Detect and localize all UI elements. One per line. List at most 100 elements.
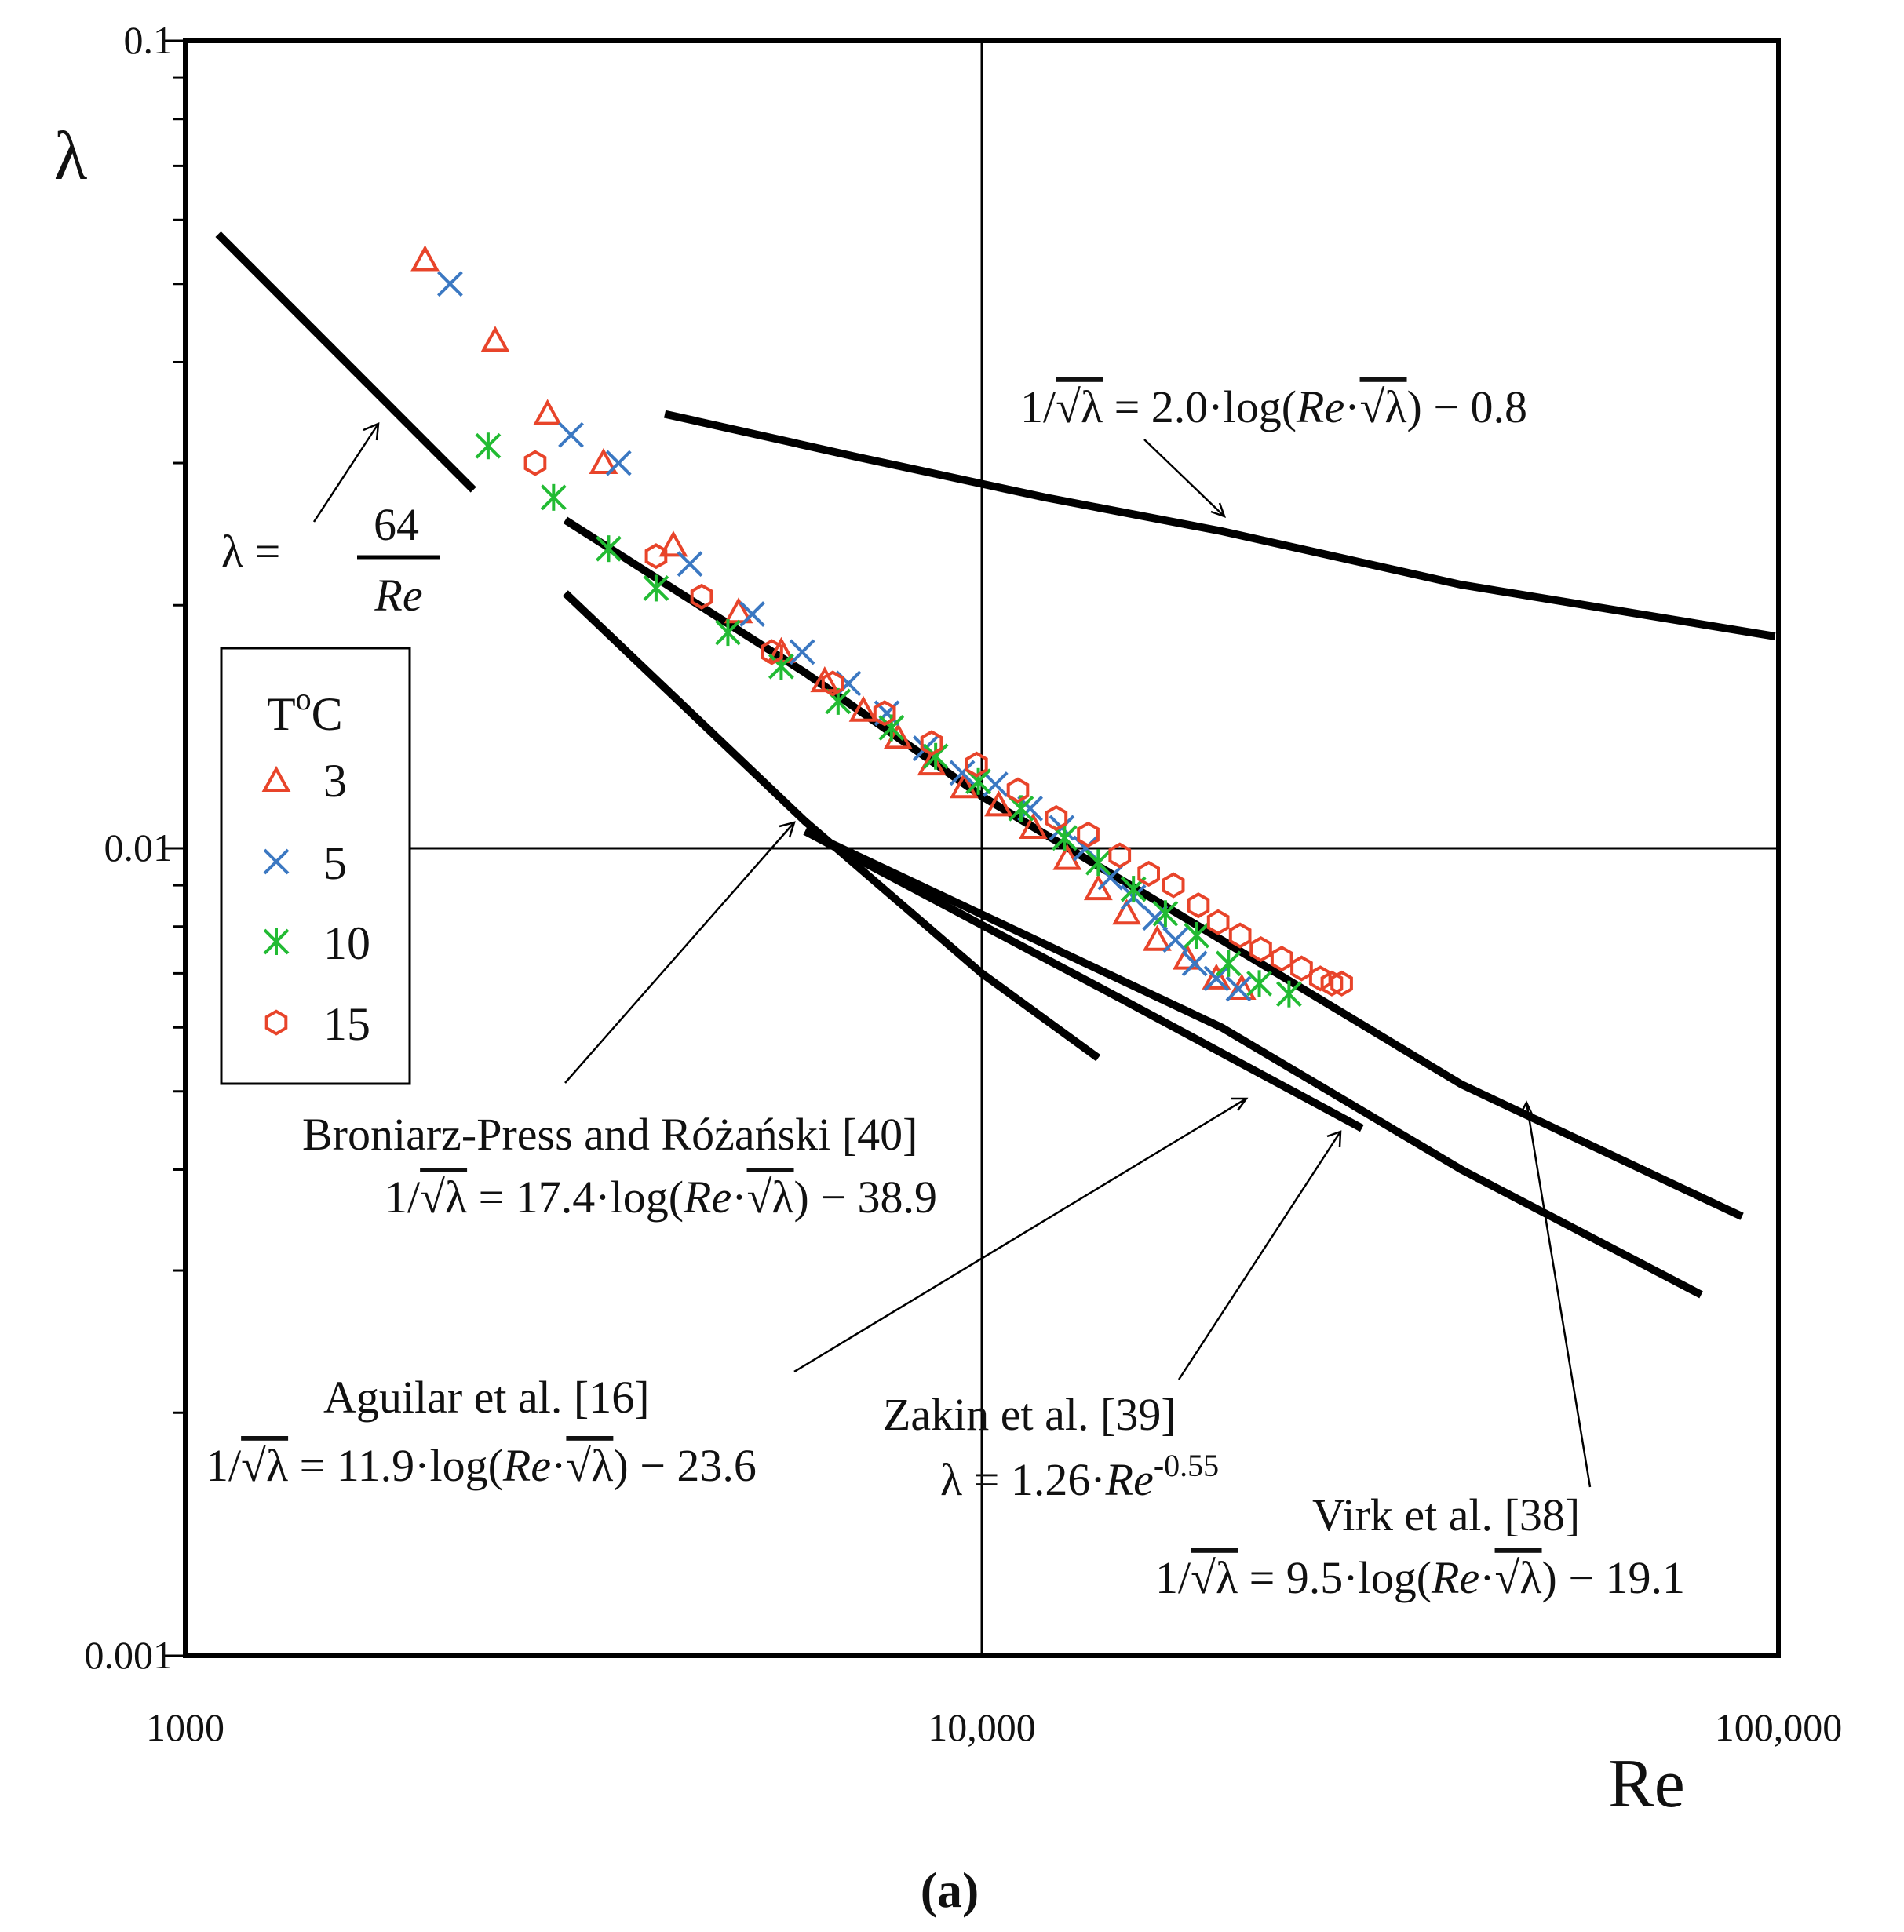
laminar-numerator: 64 [374,499,419,550]
minor-ticks [163,39,185,1657]
legend-label-10: 10 [323,917,370,969]
point-series-5 [1181,950,1208,977]
point-series-3 [410,245,440,272]
arrowhead-aguilar [1231,1097,1249,1111]
arrowhead-zakin [1326,1130,1342,1148]
point-series-15 [1162,872,1185,899]
annotation-arrows [312,422,1592,1488]
x-tick-label-100000: 100,000 [1715,1705,1843,1749]
point-series-3 [1083,873,1113,901]
point-series-5 [1049,815,1075,841]
legend-marker-3 [261,765,291,792]
point-series-3 [1052,844,1082,870]
point-series-15 [1330,970,1353,997]
legend-marker-5 [263,848,290,875]
point-series-3 [848,695,878,722]
correlation-lines [215,231,1776,1299]
point-series-15 [1308,965,1332,992]
point-series-3 [917,749,947,776]
point-series-15 [821,670,844,697]
point-series-5 [437,271,463,297]
point-series-15 [1006,777,1030,804]
point-series-5 [1162,927,1189,953]
point-series-15 [1228,922,1252,949]
point-series-15 [873,700,896,727]
point-series-10 [1215,950,1242,977]
point-series-10 [540,483,567,511]
point-series-15 [690,583,713,610]
x-tick-label-1000: 1000 [146,1705,224,1749]
legend-marker-15 [264,1009,288,1036]
point-series-15 [920,730,943,756]
point-series-3 [1202,963,1231,990]
point-series-10 [1085,849,1111,877]
line-laminar-64-over-Re [215,231,476,493]
arrowhead-laminar [363,422,380,441]
annotation-aguilar-label: Aguilar et al. [16] [323,1372,650,1423]
y-tick-label-0-01: 0.01 [104,826,173,869]
point-series-15 [1187,892,1210,919]
annotation-zakin-formula: λ = 1.26·Re-0.55 [940,1448,1219,1505]
point-series-15 [644,543,668,570]
annotation-laminar: λ = 64 Re [221,499,440,621]
x-tick-label-10000: 10,000 [928,1705,1036,1749]
point-series-10 [1246,970,1272,997]
arrowhead-virk [1518,1100,1534,1117]
point-series-3 [589,447,618,475]
point-series-5 [949,760,976,786]
arrow-laminar [312,423,380,523]
annotation-broniarz-formula: 1/√λ = 17.4·log(Re·√λ) − 38.9 [385,1172,937,1223]
point-series-5 [982,771,1009,797]
y-tick-label-0-001: 0.001 [85,1633,173,1677]
point-series-3 [1112,899,1141,925]
point-series-10 [715,619,741,647]
point-series-15 [1045,804,1068,832]
point-series-5 [1097,864,1124,891]
point-series-5 [789,639,815,665]
point-series-3 [480,326,510,352]
point-series-5 [1203,965,1230,992]
point-series-10 [1275,980,1302,1008]
annotation-virk-label: Virk et al. [38] [1312,1489,1580,1540]
x-axis-title: Re [1608,1746,1685,1822]
point-series-15 [1290,955,1313,982]
line-maximum-drag-reduction-2.0 [664,410,1776,640]
arrow-aguilar [793,1097,1247,1373]
point-series-3 [1019,812,1048,839]
y-axis-title: λ [54,118,88,195]
line-broniarz-press [562,590,1101,1062]
point-series-15 [1137,860,1160,888]
line-zakin [803,827,1364,1132]
point-series-10 [475,432,502,460]
legend-label-15: 15 [323,998,370,1050]
point-series-5 [739,601,765,627]
point-series-10 [596,535,622,563]
point-series-3 [533,399,563,425]
point-series-5 [605,450,632,476]
legend-box [220,647,411,1085]
legend-label-5: 5 [323,837,347,889]
point-series-3 [1143,924,1172,951]
arrow-zakin [1177,1131,1342,1380]
annotation-max-dr: 1/√λ = 2.0·log(Re·√λ) − 0.8 [1020,381,1527,432]
point-series-3 [658,530,688,557]
annotation-virk-formula: 1/√λ = 9.5·log(Re·√λ) − 19.1 [1155,1552,1685,1603]
arrowhead-max-dr [1210,502,1227,519]
point-series-15 [1108,842,1132,869]
point-series-10 [643,574,669,602]
laminar-denominator: Re [374,570,422,621]
arrow-max-dr [1143,439,1225,517]
annotation-zakin-label: Zakin et al. [39] [883,1389,1176,1440]
point-series-15 [1249,935,1272,963]
point-series-3 [949,772,979,799]
annotation-broniarz-label: Broniarz-Press and Różański [40] [302,1109,917,1160]
point-series-5 [558,421,584,448]
scatter-points [410,245,1353,1008]
legend-markers [261,765,291,1036]
point-series-15 [1077,821,1100,848]
legend-title: ToC [267,681,343,740]
annotation-aguilar-formula: 1/√λ = 11.9·log(Re·√λ) − 23.6 [206,1440,757,1491]
legend-marker-10 [263,928,290,955]
point-series-15 [1206,909,1230,935]
